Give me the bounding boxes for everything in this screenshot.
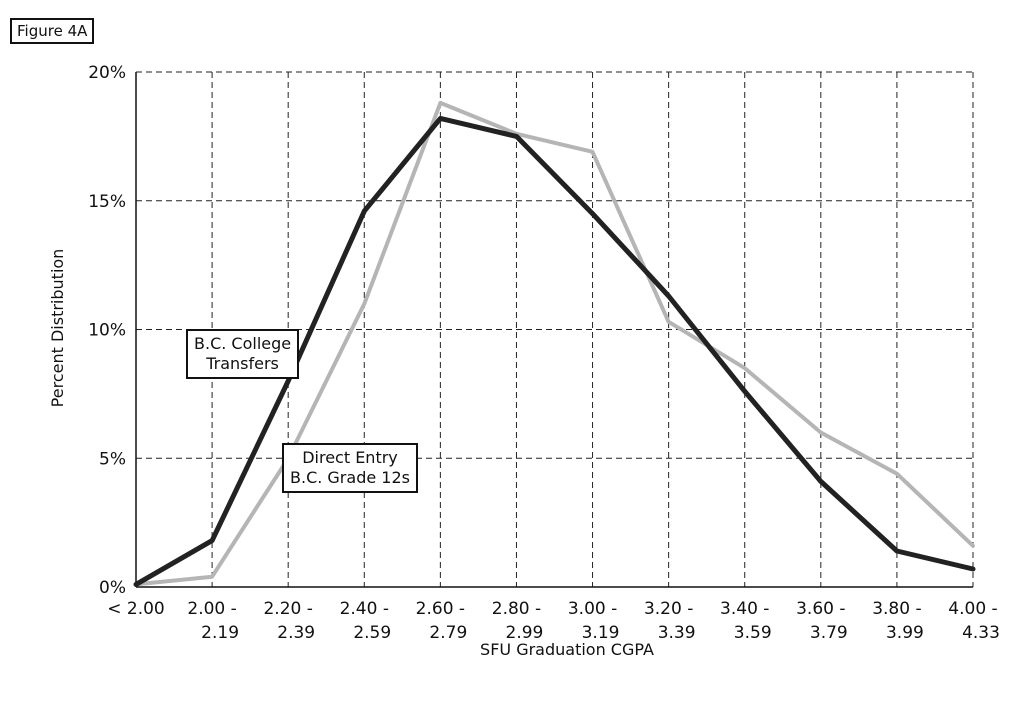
figure-label: Figure 4A: [10, 18, 95, 44]
annotation-college-transfers: B.C. College Transfers: [186, 329, 300, 379]
x-tick-label: 2.99: [506, 623, 544, 643]
x-tick-label: 2.00 -: [187, 599, 236, 619]
annotation-line: Direct Entry: [302, 448, 398, 467]
x-tick-label: 3.80 -: [872, 599, 921, 619]
y-tick-label: 15%: [88, 192, 126, 212]
annotation-line: B.C. College: [194, 334, 292, 353]
axes: [135, 72, 973, 588]
series-line-direct: [134, 100, 975, 587]
x-tick-label: 2.20 -: [263, 599, 312, 619]
x-tick-label: 3.59: [734, 623, 772, 643]
x-tick-label: < 2.00: [107, 599, 165, 619]
x-tick-label: 3.00 -: [568, 599, 617, 619]
x-tick-label: 2.60 -: [416, 599, 465, 619]
grid-lines: [136, 71, 974, 588]
tick-labels: 0% 5% 10% 15% 20% < 2.00 2.00 - 2.19 2.20 - 2.39 2…: [88, 63, 1000, 643]
x-tick-label: 3.99: [886, 623, 924, 643]
annotation-line: B.C. Grade 12s: [290, 468, 410, 487]
x-tick-label: 2.59: [353, 623, 391, 643]
x-tick-label: 3.40 -: [720, 599, 769, 619]
series-lines: [133, 100, 976, 587]
y-tick-label: 20%: [88, 63, 126, 83]
x-tick-label: 4.00 -: [948, 599, 997, 619]
x-tick-label: 3.39: [658, 623, 696, 643]
x-tick-label: 4.33: [962, 623, 1000, 643]
x-tick-label: 2.80 -: [492, 599, 541, 619]
y-axis-title: Percent Distribution: [48, 249, 67, 408]
y-tick-label: 5%: [99, 449, 126, 469]
y-tick-label: 10%: [88, 321, 126, 341]
x-axis-title: SFU Graduation CGPA: [480, 640, 654, 659]
x-tick-label: 2.19: [201, 623, 239, 643]
x-tick-label: 3.20 -: [644, 599, 693, 619]
x-tick-label: 3.79: [810, 623, 848, 643]
series-line-college: [133, 115, 976, 587]
x-tick-label: 2.39: [277, 623, 315, 643]
x-tick-label: 2.79: [429, 623, 467, 643]
y-tick-label: 0%: [99, 578, 126, 598]
x-tick-label: 3.19: [582, 623, 620, 643]
x-tick-label: 3.60 -: [796, 599, 845, 619]
annotation-direct-entry: Direct Entry B.C. Grade 12s: [282, 443, 418, 493]
annotation-line: Transfers: [206, 354, 279, 373]
x-tick-label: 2.40 -: [340, 599, 389, 619]
